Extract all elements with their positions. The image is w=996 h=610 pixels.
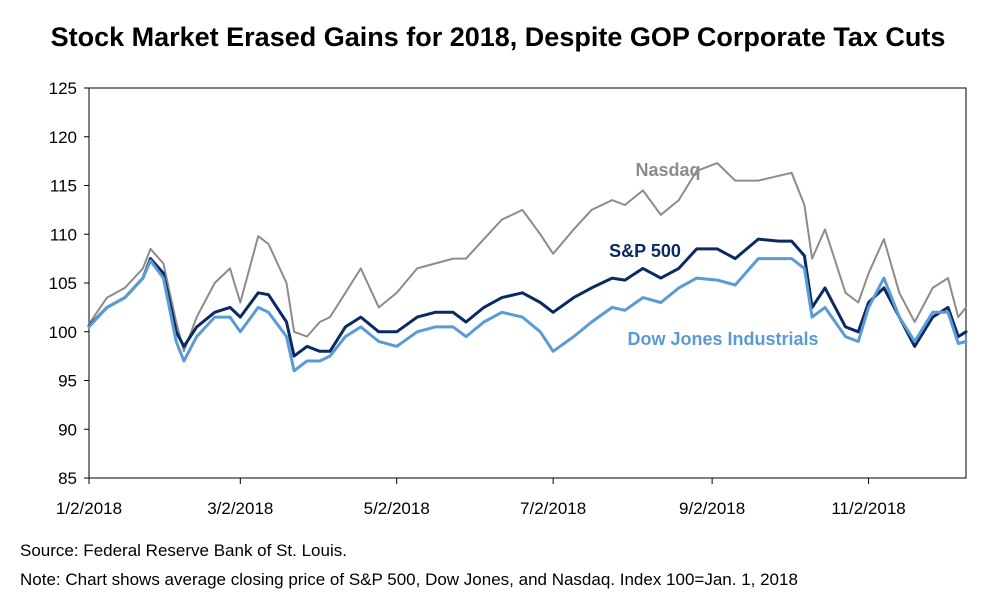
plot-area <box>88 87 967 479</box>
y-tick-label: 115 <box>50 177 77 196</box>
series-label: Dow Jones Industrials <box>627 329 818 349</box>
y-tick-label: 85 <box>58 469 77 488</box>
x-axis: 1/2/2018 3/2/2018 5/2/2018 7/2/2018 9/2/2018… <box>56 478 906 518</box>
x-tick-label: 9/2/2018 <box>679 499 745 518</box>
series-label: S&P 500 <box>609 241 681 261</box>
chart-title: Stock Market Erased Gains for 2018, Desp… <box>50 22 946 52</box>
y-tick-label: 95 <box>58 372 77 391</box>
y-tick-label: 120 <box>49 128 77 147</box>
y-tick-label: 105 <box>49 274 77 293</box>
series-line-nasdaq <box>88 162 967 353</box>
y-tick-label: 110 <box>50 225 77 244</box>
x-tick-label: 5/2/2018 <box>364 499 430 518</box>
x-tick-label: 3/2/2018 <box>207 499 273 518</box>
series-line-s-p-500 <box>87 237 968 358</box>
x-tick-label: 11/2/2018 <box>831 499 905 518</box>
series-lines <box>87 162 968 373</box>
y-tick-label: 125 <box>49 79 77 98</box>
series-annotations: Nasdaq S&P 500 Dow Jones Industrials <box>609 160 818 349</box>
x-tick-label: 7/2/2018 <box>520 499 586 518</box>
y-tick-label: 100 <box>49 323 77 342</box>
footnote: Note: Chart shows average closing price … <box>20 570 798 589</box>
series-label: Nasdaq <box>635 160 700 180</box>
series-line-dow-jones-industrials <box>87 257 968 373</box>
y-axis: 85 90 95 100 105 110 115 120 125 <box>49 79 89 488</box>
x-tick-label: 1/2/2018 <box>56 499 122 518</box>
y-tick-label: 90 <box>58 420 77 439</box>
source-note: Source: Federal Reserve Bank of St. Loui… <box>20 541 347 560</box>
